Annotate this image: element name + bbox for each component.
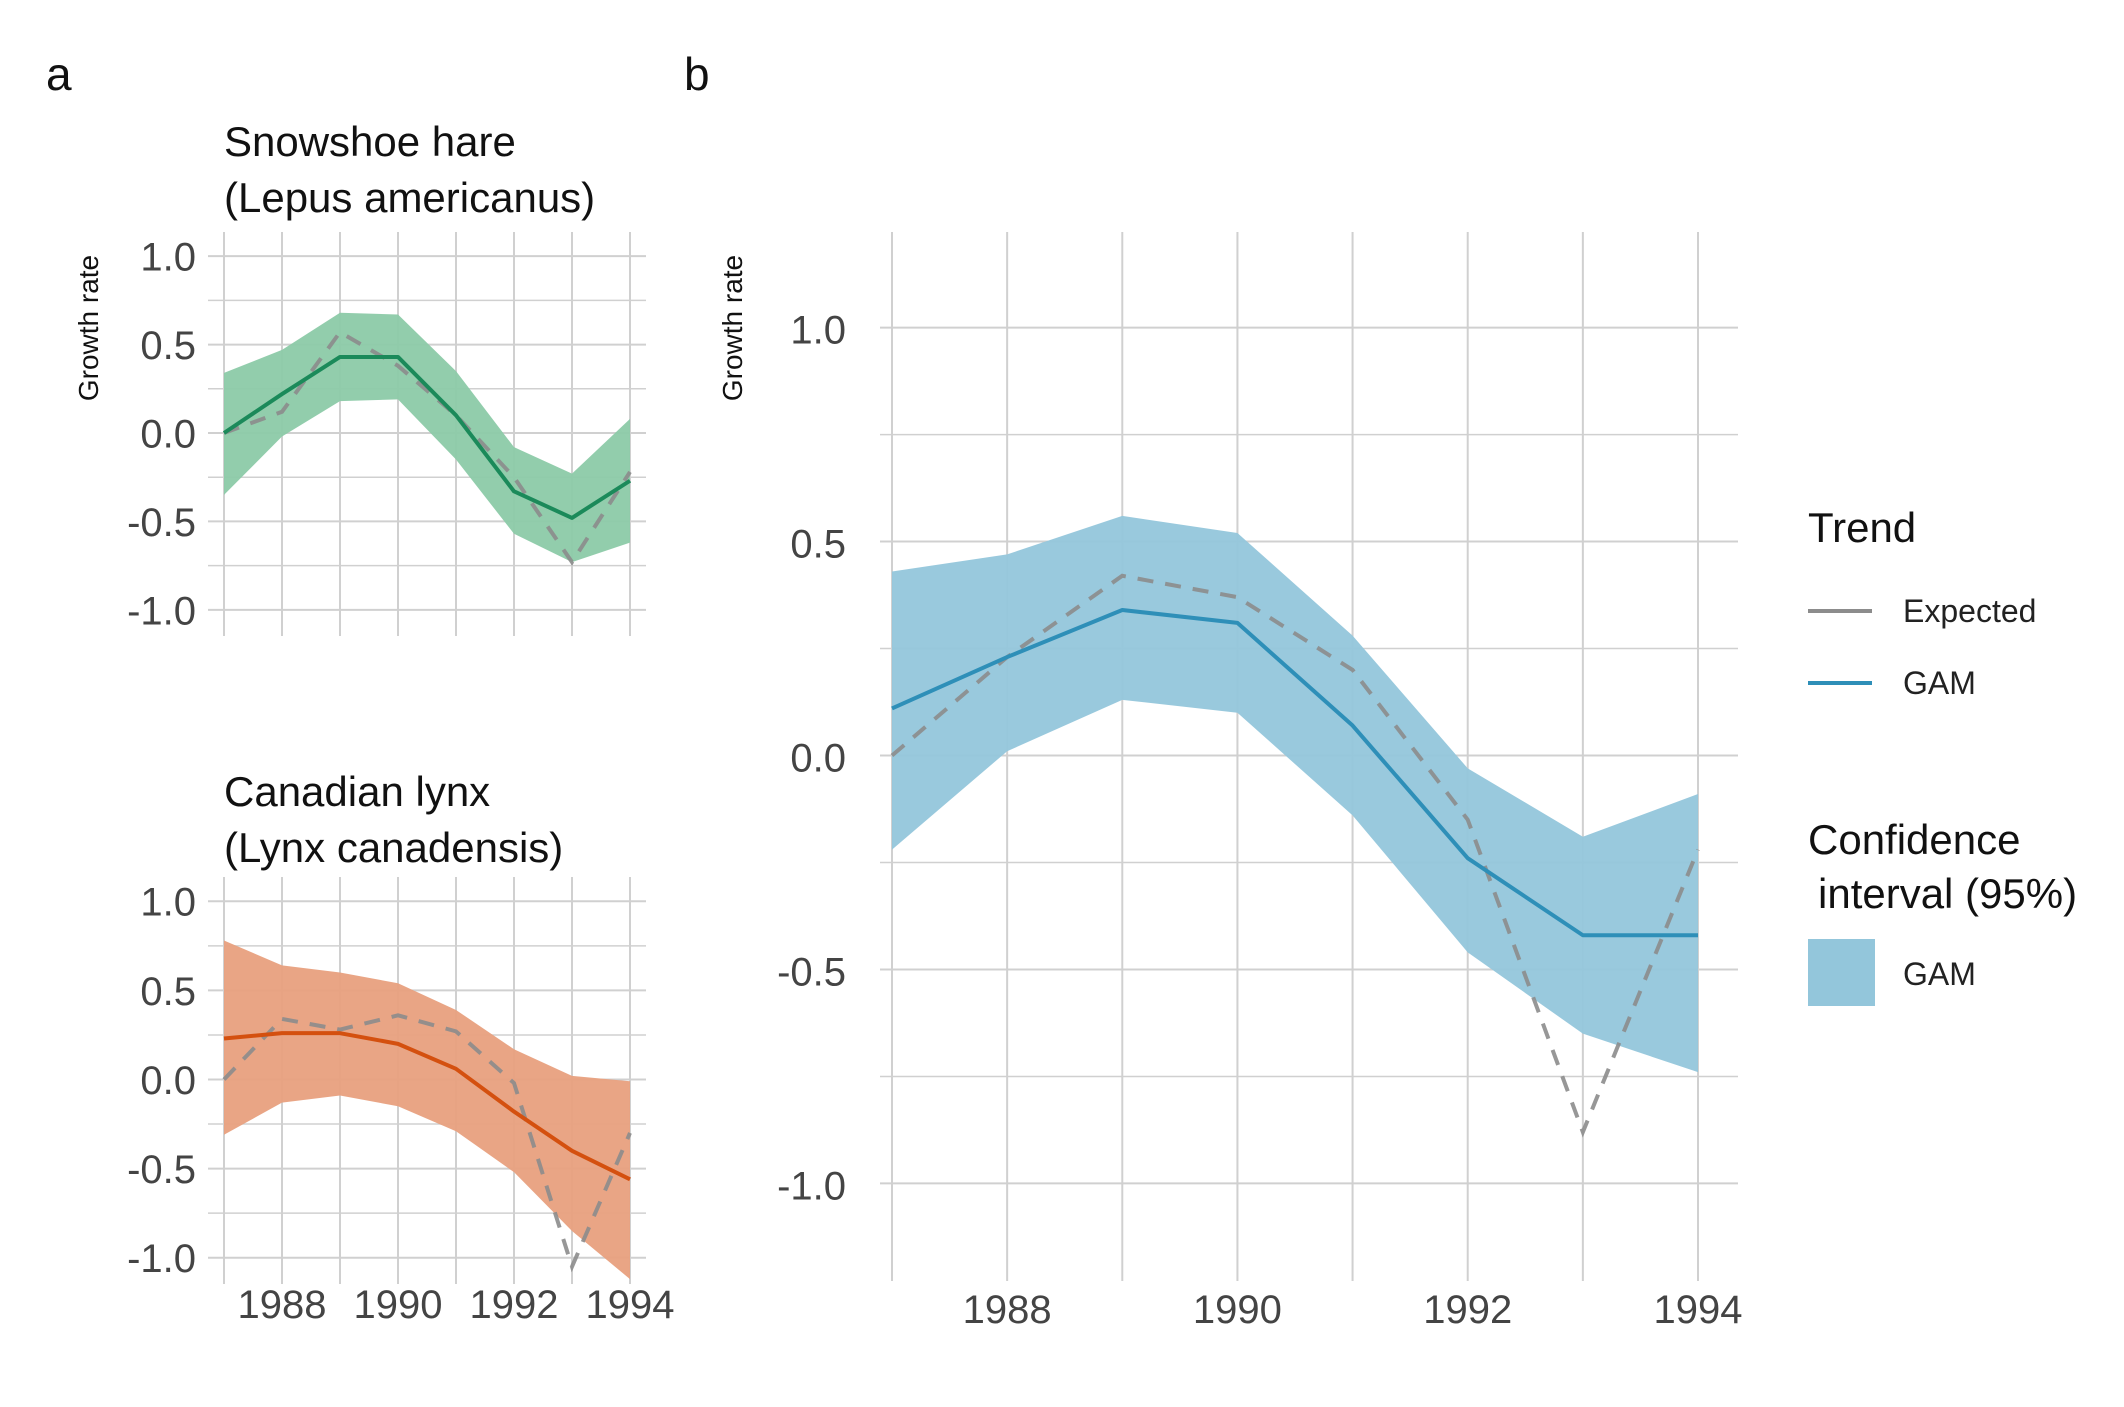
y-tick-label: 0.0 <box>140 412 196 456</box>
x-tick-label: 1994 <box>586 1283 675 1327</box>
y-tick-label: 0.5 <box>790 522 846 566</box>
hare-title-line2: (Lepus americanus) <box>224 174 595 221</box>
hare-gam-line <box>222 354 632 520</box>
x-tick-label: 1990 <box>1193 1288 1282 1332</box>
x-tick-label: 1992 <box>1423 1288 1512 1332</box>
combined-y-axis-title: Growth rate <box>717 255 748 401</box>
y-tick-label: -0.5 <box>777 950 846 994</box>
hare-title-line1: Snowshoe hare <box>224 118 516 165</box>
legend-ci-title-line2: interval (95%) <box>1818 870 2077 917</box>
panel-letter-b: b <box>684 48 710 100</box>
y-tick-label: -1.0 <box>127 589 196 633</box>
lynx-gam-line <box>223 1031 631 1182</box>
y-tick-label: 0.5 <box>140 970 196 1014</box>
y-tick-label: 0.5 <box>140 324 196 368</box>
combined-plot: -1.0 -0.5 0.0 0.5 1.0 1988 1990 1992 1994 <box>777 232 1742 1332</box>
hare-expected-line <box>223 329 632 566</box>
y-tick-label: -0.5 <box>127 1148 196 1192</box>
y-tick-label: 0.0 <box>790 736 846 780</box>
x-tick-label: 1992 <box>470 1283 559 1327</box>
lynx-title-line2: (Lynx canadensis) <box>224 824 563 871</box>
legend-trend-title: Trend <box>1808 504 1916 551</box>
hare-ci-band <box>224 312 630 563</box>
lynx-expected-line <box>222 1013 632 1273</box>
combined-ci-band <box>892 515 1698 1073</box>
y-tick-label: -1.0 <box>127 1237 196 1281</box>
combined-gam-line <box>891 608 1698 938</box>
x-tick-label: 1990 <box>354 1283 443 1327</box>
y-tick-label: 0.0 <box>140 1059 196 1103</box>
legend-ci-label: GAM <box>1903 956 1976 992</box>
legend-expected-label: Expected <box>1903 593 2036 629</box>
legend-ci-swatch <box>1808 939 1875 1006</box>
hare-y-axis-title: Growth rate <box>73 255 104 401</box>
y-tick-label: -1.0 <box>777 1164 846 1208</box>
legend-gam-label: GAM <box>1903 665 1976 701</box>
panel-letter-a: a <box>46 48 72 100</box>
y-tick-label: 1.0 <box>140 236 196 280</box>
legend-ci-title-line1: Confidence <box>1808 816 2020 863</box>
x-tick-label: 1988 <box>238 1283 327 1327</box>
combined-expected-line <box>890 573 1700 1138</box>
x-tick-label: 1994 <box>1654 1288 1743 1332</box>
x-tick-label: 1988 <box>963 1288 1052 1332</box>
y-tick-label: 1.0 <box>140 881 196 925</box>
y-tick-label: 1.0 <box>790 308 846 352</box>
lynx-plot: -1.0 -0.5 0.0 0.5 1.0 1988 1990 1992 1994 <box>127 877 674 1327</box>
y-tick-label: -0.5 <box>127 501 196 545</box>
hare-plot: -1.0 -0.5 0.0 0.5 1.0 <box>127 232 646 636</box>
lynx-title-line1: Canadian lynx <box>224 768 490 815</box>
legend: Trend Expected GAM Confidence interval (… <box>1808 504 2077 1006</box>
